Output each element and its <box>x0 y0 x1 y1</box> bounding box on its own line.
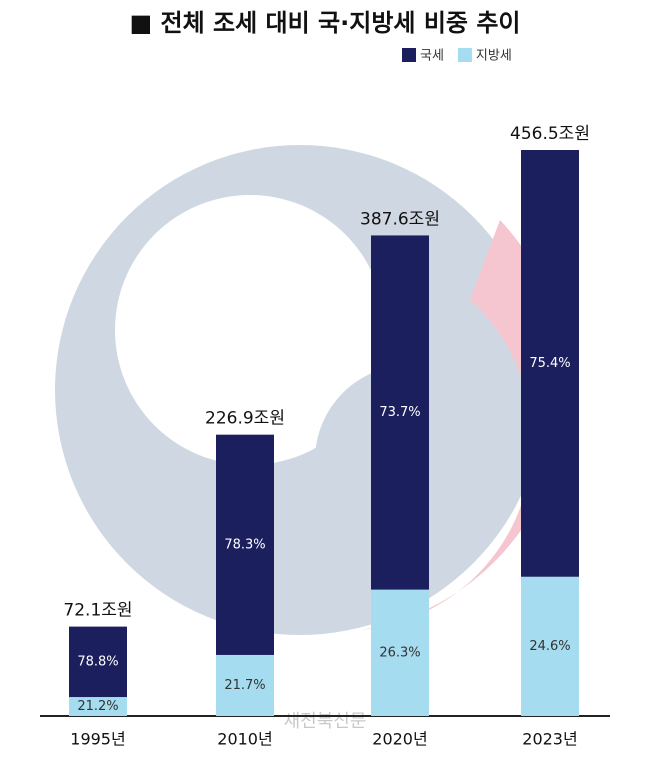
total-label: 387.6조원 <box>360 209 440 229</box>
bar-segment <box>69 626 127 698</box>
chart-title: ■ 전체 조세 대비 국·지방세 비중 추이 <box>129 9 520 37</box>
segment-label: 26.3% <box>379 645 420 660</box>
segment-label: 75.4% <box>529 356 570 371</box>
x-tick-label: 2020년 <box>372 730 427 749</box>
legend-label: 국세 <box>420 49 444 64</box>
bar-segment <box>216 654 274 716</box>
bar-segment <box>371 589 429 716</box>
segment-label: 78.3% <box>224 537 265 552</box>
total-label: 456.5조원 <box>510 124 590 144</box>
total-label: 226.9조원 <box>205 409 285 429</box>
x-tick-label: 2023년 <box>522 730 577 749</box>
bar-segment <box>216 434 274 655</box>
segment-label: 21.7% <box>224 678 265 693</box>
segment-label: 78.8% <box>77 654 118 669</box>
segment-label: 73.7% <box>379 405 420 420</box>
legend-label: 지방세 <box>476 49 512 64</box>
bar-segment <box>371 235 429 590</box>
background-emblem <box>55 145 567 635</box>
x-tick-label: 1995년 <box>70 730 125 749</box>
x-tick-label: 2010년 <box>217 730 272 749</box>
legend-swatch <box>457 48 472 62</box>
legend-swatch <box>402 48 416 62</box>
bar-segment <box>521 150 579 577</box>
bar-segment <box>69 697 127 716</box>
segment-label: 24.6% <box>529 639 570 654</box>
total-label: 72.1조원 <box>63 601 132 621</box>
segment-label: 21.2% <box>77 699 118 714</box>
watermark: 새전북신문 <box>284 711 367 732</box>
bar-segment <box>521 576 579 716</box>
